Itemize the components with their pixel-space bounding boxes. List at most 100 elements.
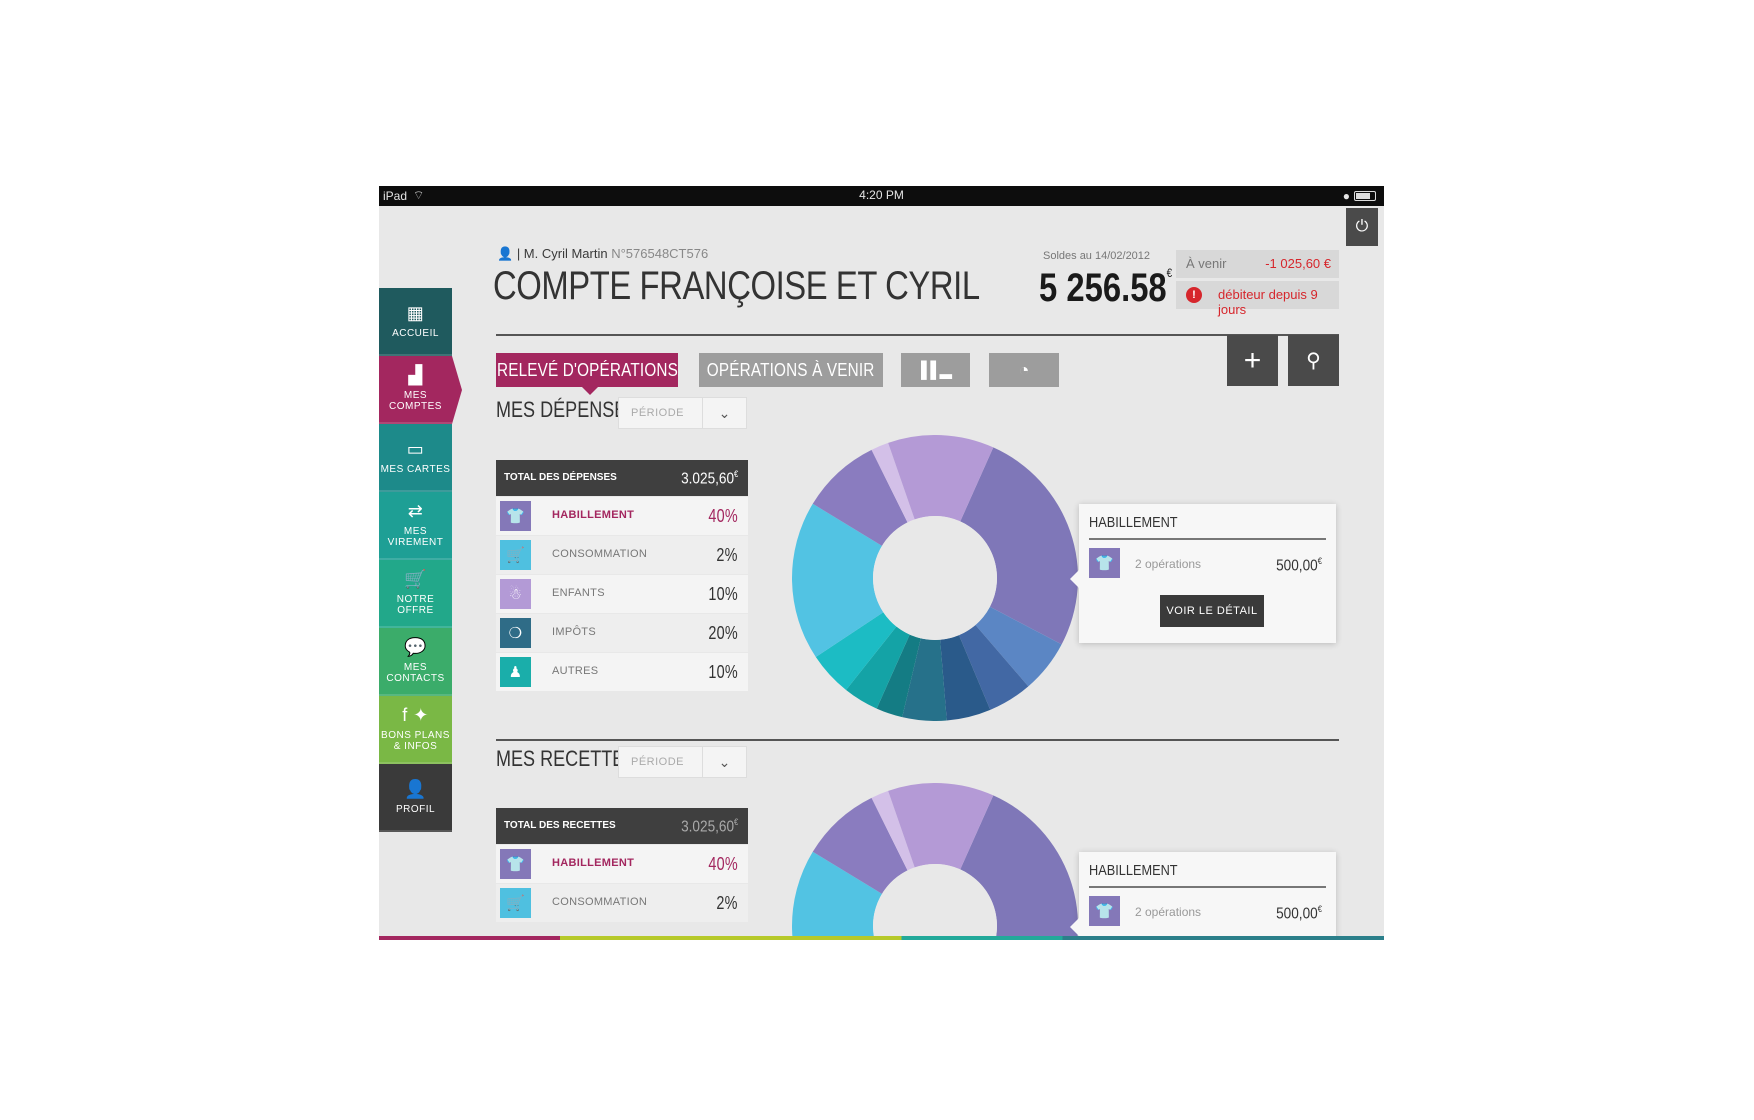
donut-slice[interactable] bbox=[876, 634, 921, 718]
avenir-box: À venir -1 025,60 € bbox=[1176, 250, 1339, 278]
donut-slice[interactable] bbox=[792, 503, 884, 658]
income-donut-chart[interactable] bbox=[792, 783, 1078, 940]
periode-select-depenses[interactable]: PÉRIODE ⌄ bbox=[618, 397, 747, 429]
donut-slice[interactable] bbox=[888, 435, 994, 522]
sidebar-item-label: MES COMPTES bbox=[389, 390, 442, 412]
ipad-screen: iPad ⌔ 4:20 PM ● ⏻ ▦ ACCUEIL ▟ MES COMPTES ▭… bbox=[379, 186, 1384, 940]
search-icon: ⚲ bbox=[1306, 350, 1321, 372]
battery-icon bbox=[1354, 191, 1376, 201]
divider bbox=[496, 739, 1339, 741]
tab-releve[interactable]: RELEVÉ D'OPÉRATIONS bbox=[496, 353, 678, 395]
popup-arrow bbox=[1070, 570, 1079, 588]
tab-bar-chart[interactable]: ▌▌▂ bbox=[901, 353, 970, 387]
debit-alert: ! débiteur depuis 9 jours bbox=[1176, 281, 1339, 317]
popup-ops: 2 opérations bbox=[1135, 905, 1202, 919]
sidebar-item-accueil[interactable]: ▦ ACCUEIL bbox=[379, 288, 452, 356]
clock: 4:20 PM bbox=[859, 188, 904, 202]
total-label: TOTAL DES RECETTES bbox=[504, 820, 616, 831]
popup-amount: 500,00€ bbox=[1276, 904, 1322, 923]
total-row: TOTAL DES DÉPENSES 3.025,60€ bbox=[496, 460, 748, 496]
table-row[interactable]: 🛒 CONSOMMATION 2% bbox=[496, 884, 748, 922]
expenses-donut-chart[interactable] bbox=[792, 435, 1078, 721]
donut-slice[interactable] bbox=[888, 783, 994, 870]
sidebar-item-mes-contacts[interactable]: 💬 MES CONTACTS bbox=[379, 628, 452, 696]
pie-chart-icon: ◔ bbox=[1018, 359, 1030, 380]
donut-slice[interactable] bbox=[871, 442, 915, 523]
donut-slice[interactable] bbox=[975, 606, 1062, 687]
category-label: CONSOMMATION bbox=[552, 896, 648, 908]
table-row[interactable]: ❍ IMPÔTS 20% bbox=[496, 614, 748, 652]
bar-chart-icon: ▌▌▂ bbox=[921, 362, 952, 379]
sidebar-item-mes-cartes[interactable]: ▭ MES CARTES bbox=[379, 424, 452, 492]
sidebar-item-notre-offre[interactable]: 🛒 NOTRE OFFRE bbox=[379, 560, 452, 628]
page-title: COMPTE FRANÇOISE ET CYRIL bbox=[493, 264, 980, 308]
user-icon: 👤 bbox=[404, 778, 427, 799]
solde-label: Soldes au 14/02/2012 bbox=[1043, 250, 1151, 262]
category-percent: 10% bbox=[708, 584, 738, 604]
lock-rotation-icon: ● bbox=[1342, 189, 1350, 203]
total-row: TOTAL DES RECETTES 3.025,60€ bbox=[496, 808, 748, 844]
category-label: IMPÔTS bbox=[552, 626, 596, 638]
social-icon: f ✦ bbox=[402, 705, 429, 725]
tab-pie-chart[interactable]: ◔ bbox=[989, 353, 1059, 387]
sidebar-item-mes-virement[interactable]: ⇄ MES VIREMENT bbox=[379, 492, 452, 560]
category-popup: HABILLEMENT 👕 2 opérations 500,00€ bbox=[1070, 852, 1336, 940]
popup-divider bbox=[1089, 538, 1326, 540]
sidebar-item-profil[interactable]: 👤 PROFIL bbox=[379, 764, 452, 832]
table-row[interactable]: 🛒 CONSOMMATION 2% bbox=[496, 536, 748, 574]
popup-title: HABILLEMENT bbox=[1089, 862, 1178, 879]
sidebar-item-label: MES VIREMENT bbox=[387, 526, 444, 548]
chevron-down-icon: ⌄ bbox=[702, 398, 746, 428]
periode-label: PÉRIODE bbox=[631, 407, 685, 419]
section-title-recettes: MES RECETTES bbox=[496, 746, 637, 771]
user-line: 👤 | M. Cyril Martin N°576548CT576 bbox=[497, 246, 708, 262]
table-row[interactable]: ♟ AUTRES 10% bbox=[496, 653, 748, 691]
add-button[interactable]: + bbox=[1227, 335, 1278, 386]
donut-slice[interactable] bbox=[846, 626, 910, 709]
tax-icon: ❍ bbox=[500, 618, 531, 648]
donut-slice[interactable] bbox=[960, 447, 1078, 645]
other-icon: ♟ bbox=[500, 657, 531, 687]
sidebar-item-mes-comptes[interactable]: ▟ MES COMPTES bbox=[379, 356, 462, 424]
donut-slice[interactable] bbox=[940, 635, 991, 721]
total-value: 3.025,60€ bbox=[680, 469, 738, 488]
periode-label: PÉRIODE bbox=[631, 756, 685, 768]
donut-slice[interactable] bbox=[812, 797, 908, 894]
sidebar-item-label: NOTRE OFFRE bbox=[396, 594, 435, 616]
sidebar-item-label: ACCUEIL bbox=[392, 327, 439, 339]
avenir-value: -1 025,60 € bbox=[1265, 256, 1331, 271]
tab-a-venir[interactable]: OPÉRATIONS À VENIR bbox=[699, 353, 883, 387]
chat-icon: 💬 bbox=[404, 637, 427, 657]
search-button[interactable]: ⚲ bbox=[1288, 335, 1339, 386]
solde-value: 5 256.58€ bbox=[1039, 266, 1173, 310]
bar-chart-icon: ▟ bbox=[408, 365, 423, 385]
status-bar: iPad ⌔ 4:20 PM ● bbox=[379, 186, 1384, 206]
donut-slice[interactable] bbox=[871, 790, 915, 871]
donut-slice[interactable] bbox=[902, 638, 947, 721]
power-button[interactable]: ⏻ bbox=[1346, 208, 1378, 246]
category-label: CONSOMMATION bbox=[552, 548, 648, 560]
table-row[interactable]: 👕 HABILLEMENT 40% bbox=[496, 497, 748, 535]
table-row[interactable]: ☃ ENFANTS 10% bbox=[496, 575, 748, 613]
donut-slice[interactable] bbox=[815, 612, 897, 690]
table-row[interactable]: 👕 HABILLEMENT 40% bbox=[496, 845, 748, 883]
sidebar-item-label: MES CONTACTS bbox=[386, 662, 445, 684]
voir-detail-button[interactable]: VOIR LE DÉTAIL bbox=[1160, 595, 1264, 627]
donut-slice[interactable] bbox=[960, 795, 1078, 940]
donut-slice[interactable] bbox=[812, 449, 908, 546]
popup-divider bbox=[1089, 886, 1326, 888]
category-percent: 10% bbox=[708, 662, 738, 682]
donut-slice[interactable] bbox=[958, 624, 1029, 710]
sidebar-item-label: BONS PLANS & INFOS bbox=[381, 730, 450, 752]
category-percent: 20% bbox=[708, 623, 738, 643]
user-icon: 👤 bbox=[497, 246, 514, 261]
grid-icon: ▦ bbox=[406, 302, 425, 323]
sidebar-item-bons-plans-infos[interactable]: f ✦ BONS PLANS & INFOS bbox=[379, 696, 452, 764]
category-percent: 2% bbox=[716, 893, 738, 913]
periode-select-recettes[interactable]: PÉRIODE ⌄ bbox=[618, 746, 747, 778]
debit-text: débiteur depuis 9 jours bbox=[1218, 287, 1318, 317]
sidebar-item-label: MES CARTES bbox=[380, 463, 451, 475]
cart-icon: 🛒 bbox=[500, 888, 531, 918]
category-percent: 2% bbox=[716, 545, 738, 565]
donut-slice[interactable] bbox=[792, 851, 883, 940]
